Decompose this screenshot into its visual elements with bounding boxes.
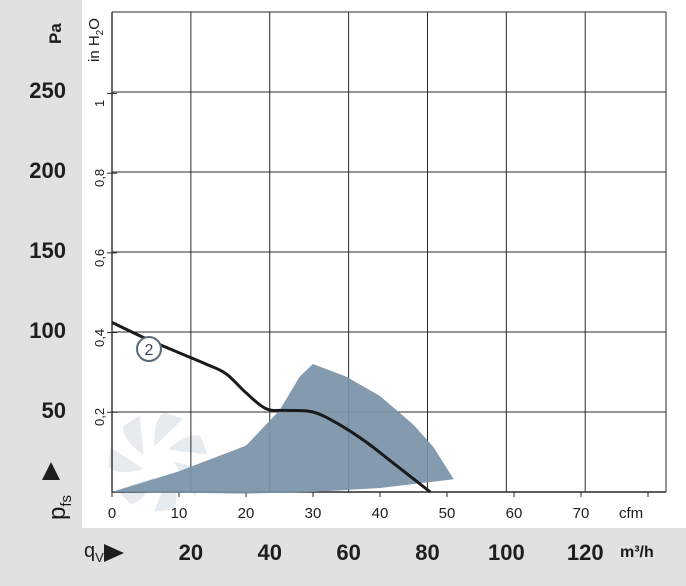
watermark-fan-blade [154, 412, 184, 447]
m3h-tick-label: 100 [487, 540, 525, 565]
m3h-tick-label: 20 [178, 540, 204, 565]
inh2o-axis-unit: in H2O [86, 18, 106, 62]
pa-tick-label: 150 [29, 238, 66, 263]
inh2o-tick-label: 0,4 [92, 328, 107, 347]
m3h-tick-label: 40 [257, 540, 282, 565]
pa-tick-label: 100 [29, 318, 66, 343]
watermark-fan-blade [167, 435, 208, 455]
m3h-axis-unit: m³/h [620, 544, 654, 561]
inh2o-tick-label: 0,8 [92, 169, 107, 188]
cfm-tick-label: 60 [505, 505, 523, 522]
cfm-tick-label: 40 [371, 505, 389, 522]
inh2o-tick-label: 1 [92, 100, 107, 108]
inh2o-tick-label: 0,2 [92, 408, 107, 427]
cfm-tick-label: 50 [438, 505, 456, 522]
cfm-tick-label: 20 [237, 505, 255, 522]
cfm-tick-label: 10 [170, 505, 188, 522]
inh2o-tick-label: 0,6 [92, 248, 107, 267]
operating-area [112, 364, 454, 494]
series-label-2: 2 [136, 336, 162, 362]
cfm-axis-unit: cfm [619, 505, 644, 522]
qv-arrow-icon [104, 544, 124, 562]
pfs-symbol: pfs [44, 494, 75, 520]
pa-tick-label: 250 [29, 78, 66, 103]
svg-text:2: 2 [145, 342, 154, 359]
cfm-tick-label: 0 [107, 505, 117, 522]
m3h-tick-label: 60 [336, 540, 361, 565]
pa-axis-unit: Pa [46, 23, 65, 44]
left-axis-band [0, 0, 82, 586]
pa-tick-label: 200 [29, 158, 66, 183]
cfm-tick-label: 70 [572, 505, 590, 522]
pa-tick-label: 50 [41, 398, 66, 423]
grid [107, 11, 667, 497]
qv-symbol: qV [84, 540, 104, 565]
m3h-tick-label: 80 [415, 540, 440, 565]
series-line-2 [111, 321, 432, 494]
cfm-tick-label: 30 [304, 505, 322, 522]
m3h-tick-label: 120 [566, 540, 604, 565]
watermark-fan-blade [123, 415, 144, 456]
watermark-fan-blade [108, 447, 144, 473]
pfs-arrow-icon [42, 462, 60, 480]
